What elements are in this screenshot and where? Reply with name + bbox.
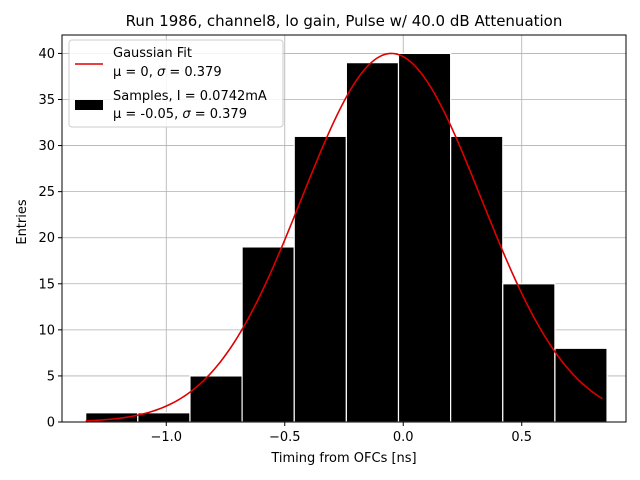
legend-samples-sigma-value: = 0.379 <box>191 107 247 122</box>
y-tick-label: 10 <box>38 323 55 338</box>
axis-ticks: −1.0 −0.5 0.0 0.5 0 5 10 15 20 25 30 35 40 <box>38 47 532 445</box>
legend-samples-swatch <box>75 100 103 110</box>
legend-fit-sigma-symbol: σ <box>157 65 166 80</box>
histogram-bar <box>554 347 608 423</box>
legend-samples-stats: μ = -0.05, σ = 0.379 <box>113 107 247 122</box>
x-tick-label: 0.0 <box>393 430 414 445</box>
x-tick-label: 0.5 <box>511 430 532 445</box>
histogram-bars <box>85 52 608 423</box>
y-tick-label: 20 <box>38 231 55 246</box>
histogram-bar <box>241 246 295 423</box>
histogram-bar <box>137 412 191 423</box>
y-tick-label: 35 <box>38 93 55 108</box>
histogram-bar <box>293 135 347 423</box>
plot-frame <box>61 34 627 423</box>
chart-title: Run 1986, channel8, lo gain, Pulse w/ 40… <box>126 12 563 30</box>
legend-fit-label: Gaussian Fit <box>113 46 192 61</box>
legend: Gaussian Fit μ = 0, σ = 0.379 Samples, I… <box>68 39 284 128</box>
histogram-bar <box>450 135 504 423</box>
y-tick-label: 0 <box>47 416 55 431</box>
y-tick-label: 5 <box>47 369 55 384</box>
legend-fit-stats: μ = 0, σ = 0.379 <box>113 65 222 80</box>
legend-samples-label: Samples, I = 0.0742mA <box>113 89 267 104</box>
legend-fit-mu: μ = 0, <box>113 65 157 80</box>
x-tick-label: −0.5 <box>269 430 301 445</box>
gaussian-fit-curve <box>85 52 603 422</box>
x-axis-label: Timing from OFCs [ns] <box>270 451 416 466</box>
histogram-bar <box>189 375 243 423</box>
legend-samples-sigma-symbol: σ <box>182 107 191 122</box>
histogram-bar <box>345 62 400 423</box>
legend-fit-sigma-value: = 0.379 <box>165 65 221 80</box>
y-tick-label: 40 <box>38 47 55 62</box>
legend-box <box>68 39 284 128</box>
y-tick-label: 25 <box>38 185 55 200</box>
y-tick-label: 15 <box>38 277 55 292</box>
y-axis-label: Entries <box>15 199 30 245</box>
histogram-bar <box>502 283 556 423</box>
y-tick-label: 30 <box>38 139 55 154</box>
legend-samples-mu: μ = -0.05, <box>113 107 182 122</box>
x-tick-label: −1.0 <box>150 430 182 445</box>
